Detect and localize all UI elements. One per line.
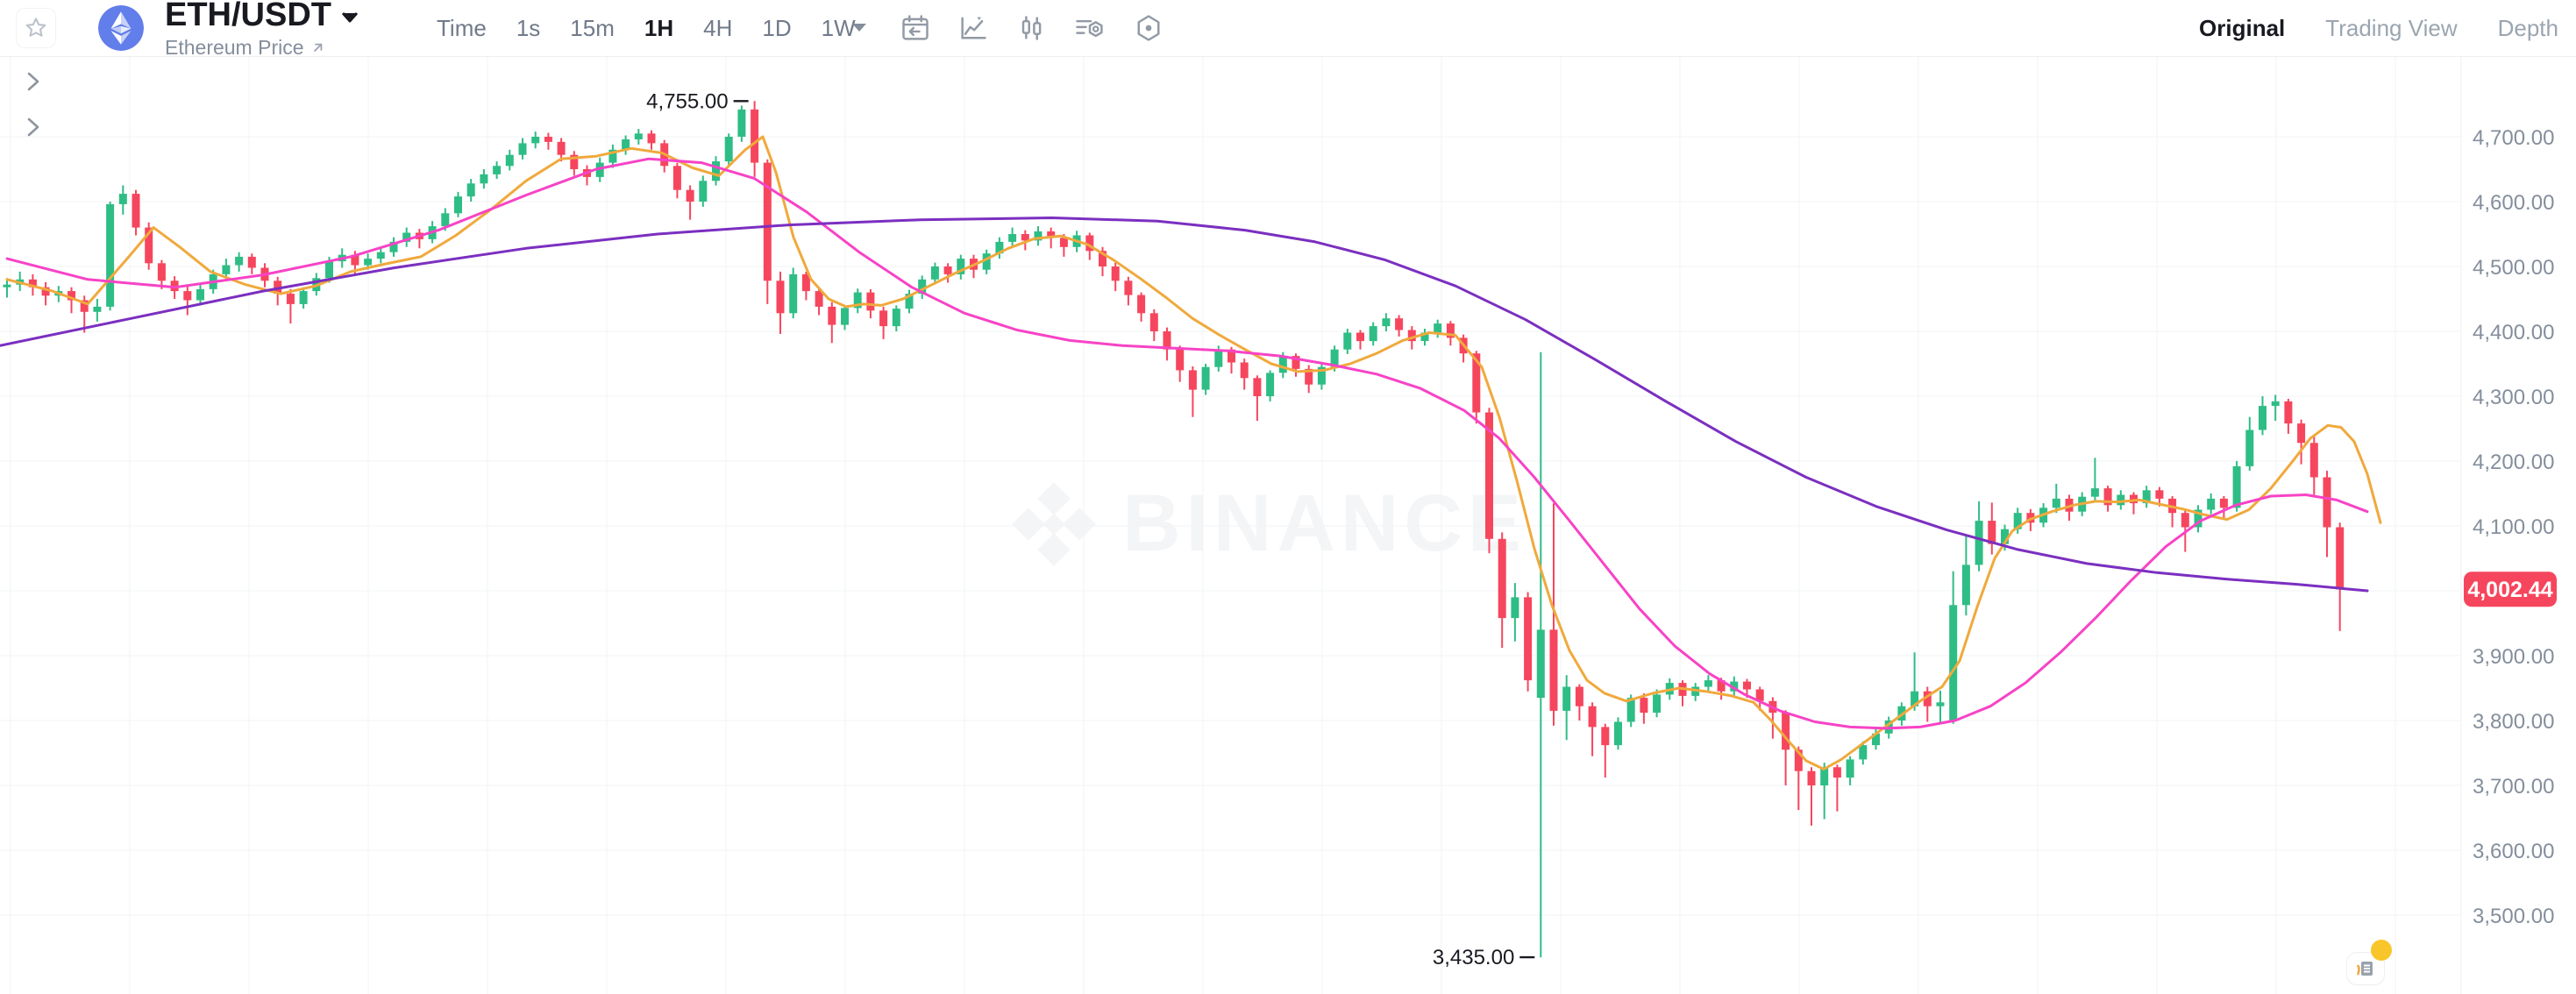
expand-panel-bottom-button[interactable] bbox=[19, 114, 46, 140]
panel-list-icon bbox=[2357, 962, 2373, 976]
svg-text:3,700.00: 3,700.00 bbox=[2473, 775, 2554, 799]
price-axis-labels: 4,700.00 4,600.00 4,500.00 4,400.00 4,300.00… bbox=[2473, 126, 2554, 928]
expand-panel-top-button[interactable] bbox=[19, 68, 46, 95]
last-price-badge: 4,002.44 bbox=[2464, 572, 2557, 607]
svg-text:3,900.00: 3,900.00 bbox=[2473, 645, 2554, 669]
external-link-icon bbox=[313, 43, 322, 52]
timeframe-1s[interactable]: 1s bbox=[516, 14, 541, 41]
view-mode-tabs: Original Trading View Depth bbox=[2199, 0, 2558, 56]
svg-text:4,500.00: 4,500.00 bbox=[2473, 256, 2554, 280]
chart-type-button[interactable] bbox=[957, 12, 989, 44]
svg-text:4,700.00: 4,700.00 bbox=[2473, 126, 2554, 150]
candlestick-view-button[interactable] bbox=[1015, 12, 1047, 44]
view-tab-trading-view[interactable]: Trading View bbox=[2325, 14, 2458, 41]
grid-lines bbox=[0, 56, 2461, 994]
svg-text:3,800.00: 3,800.00 bbox=[2473, 710, 2554, 734]
svg-text:4,300.00: 4,300.00 bbox=[2473, 386, 2554, 409]
timeframe-time[interactable]: Time bbox=[437, 14, 487, 41]
eth-logo-icon bbox=[98, 5, 144, 51]
timeframe-4h[interactable]: 4H bbox=[703, 14, 733, 41]
favorite-button[interactable] bbox=[16, 8, 56, 48]
pair-name: ETH/USDT bbox=[165, 0, 331, 33]
svg-text:4,200.00: 4,200.00 bbox=[2473, 451, 2554, 474]
indicators-button[interactable] bbox=[1073, 12, 1107, 44]
svg-text:3,600.00: 3,600.00 bbox=[2473, 840, 2554, 863]
chart-toolbar: ETH/USDT Ethereum Price Time 1s 15m 1H 4H 1D 1… bbox=[0, 0, 2576, 60]
star-icon bbox=[25, 18, 46, 37]
svg-text:4,600.00: 4,600.00 bbox=[2473, 191, 2554, 215]
symbol-subtitle-link[interactable]: Ethereum Price bbox=[165, 36, 359, 60]
candles-layer bbox=[3, 101, 2345, 958]
view-tab-depth[interactable]: Depth bbox=[2497, 14, 2558, 41]
svg-text:3,435.00: 3,435.00 bbox=[1433, 946, 1514, 969]
ma-line-MA99 bbox=[0, 217, 2369, 593]
timeframe-more-button[interactable] bbox=[850, 23, 868, 33]
view-tab-original[interactable]: Original bbox=[2199, 14, 2286, 41]
high-price-annotation: 4,755.00 bbox=[646, 89, 749, 113]
calendar-icon bbox=[901, 15, 929, 40]
svg-text:4,100.00: 4,100.00 bbox=[2473, 515, 2554, 539]
chevron-right-icon bbox=[27, 72, 39, 91]
timeframe-15m[interactable]: 15m bbox=[570, 14, 615, 41]
indicators-icon bbox=[1075, 19, 1103, 38]
symbol-block[interactable]: ETH/USDT Ethereum Price bbox=[165, 0, 359, 60]
jump-to-date-button[interactable] bbox=[900, 12, 931, 44]
timeframe-1d[interactable]: 1D bbox=[762, 14, 792, 41]
timeframe-1h[interactable]: 1H bbox=[644, 14, 674, 41]
svg-text:4,400.00: 4,400.00 bbox=[2473, 321, 2554, 344]
chart-panels-button[interactable] bbox=[2346, 952, 2385, 985]
svg-text:4,002.44: 4,002.44 bbox=[2467, 578, 2552, 602]
low-price-annotation: 3,435.00 bbox=[1433, 946, 1535, 969]
svg-text:3,500.00: 3,500.00 bbox=[2473, 905, 2554, 928]
chevron-down-icon bbox=[341, 11, 359, 22]
candlestick-icon bbox=[1021, 16, 1041, 40]
caret-down-icon bbox=[851, 24, 866, 32]
svg-text:4,755.00: 4,755.00 bbox=[646, 89, 728, 113]
line-chart-icon bbox=[960, 17, 986, 39]
ma-line-MA7 bbox=[5, 135, 2382, 770]
timeframe-1w[interactable]: 1W bbox=[821, 14, 856, 41]
symbol-subtitle: Ethereum Price bbox=[165, 36, 304, 59]
chevron-right-icon bbox=[27, 117, 39, 137]
pane-toggles bbox=[19, 68, 46, 140]
ma-line-MA25 bbox=[5, 157, 2369, 730]
chart-tools bbox=[900, 12, 1164, 44]
chart-settings-button[interactable] bbox=[1133, 12, 1164, 44]
timeframe-row: Time 1s 15m 1H 4H 1D 1W bbox=[437, 15, 856, 42]
settings-icon bbox=[1137, 15, 1160, 41]
